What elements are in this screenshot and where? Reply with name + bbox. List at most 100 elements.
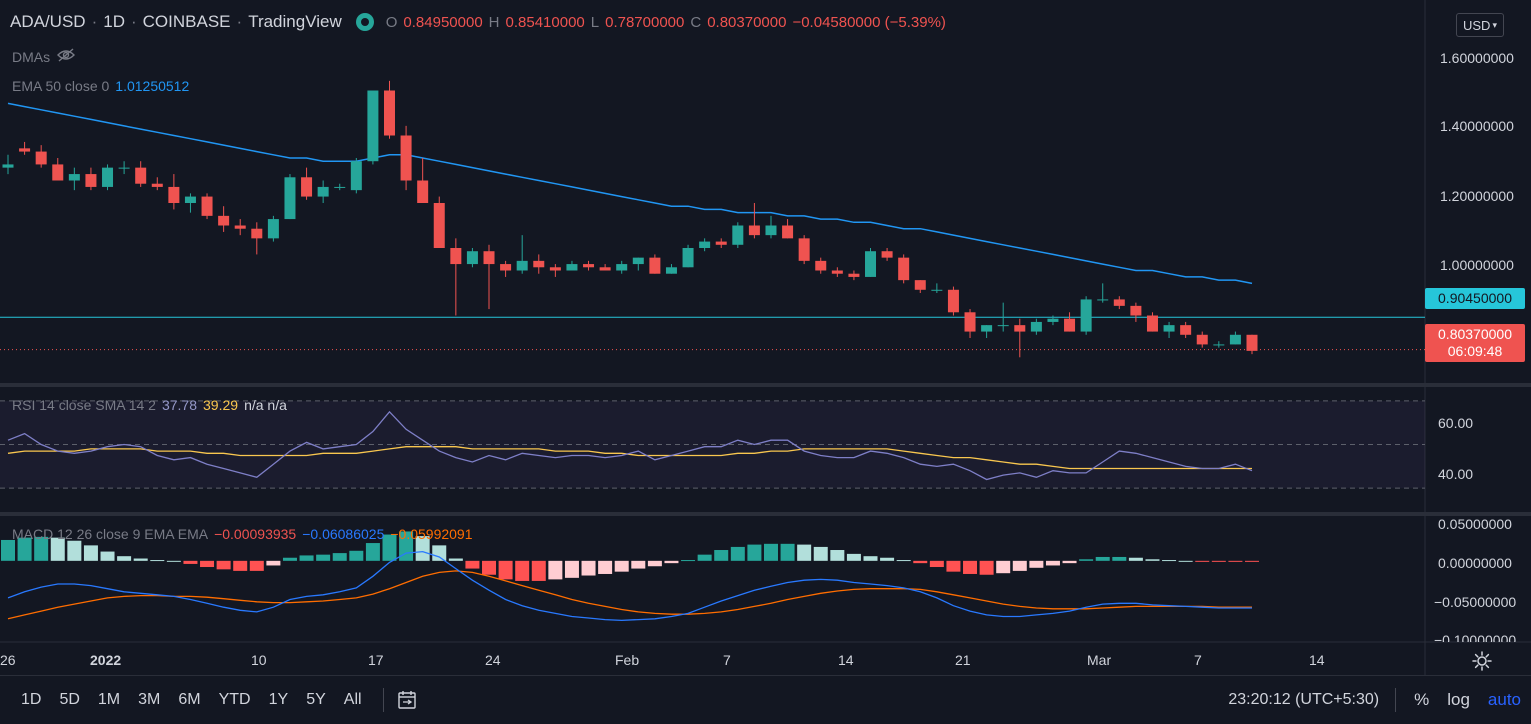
- candle-body: [102, 167, 114, 187]
- candle-body: [85, 174, 97, 187]
- log-scale-toggle[interactable]: log: [1447, 690, 1470, 709]
- macd-histogram-bar: [830, 550, 845, 561]
- macd-histogram-bar: [1128, 557, 1143, 561]
- low-value: 0.78700000: [605, 13, 685, 31]
- clock[interactable]: 23:20:12 (UTC+5:30): [1228, 691, 1380, 708]
- market-status-icon[interactable]: [355, 13, 374, 31]
- macd-histogram-bar: [266, 560, 281, 566]
- horizontal-line-price-tag[interactable]: 0.90450000: [1425, 288, 1525, 309]
- macd-signal-value: −0.05992091: [390, 526, 473, 542]
- candle-body: [533, 260, 545, 268]
- candle-body: [947, 289, 959, 313]
- macd-histogram-bar: [1245, 560, 1259, 562]
- macd-histogram-bar: [1112, 556, 1127, 561]
- dmas-legend[interactable]: DMAs: [12, 47, 76, 66]
- candle-body: [1246, 334, 1258, 351]
- currency-selector[interactable]: USD ▾: [1456, 13, 1504, 37]
- candle-body: [450, 248, 462, 265]
- candle-body: [184, 196, 196, 203]
- candle-body: [516, 260, 528, 271]
- candle-body: [848, 273, 860, 277]
- macd-histogram-bar: [581, 560, 596, 576]
- candle-body: [732, 225, 744, 245]
- interval[interactable]: 1D: [103, 12, 125, 31]
- time-axis-label: 7: [723, 652, 731, 668]
- eye-off-icon[interactable]: [56, 47, 76, 66]
- macd-histogram-bar: [399, 531, 414, 561]
- macd-histogram-bar: [1062, 560, 1077, 564]
- macd-legend[interactable]: MACD 12 26 close 9 EMA EMA −0.00093935 −…: [12, 526, 473, 542]
- candle-body: [334, 186, 346, 188]
- timeframe-1y[interactable]: 1Y: [268, 691, 289, 708]
- macd-histogram-bar: [1195, 560, 1210, 562]
- candle-body: [1180, 325, 1192, 335]
- candle-body: [301, 177, 313, 197]
- ema-legend[interactable]: EMA 50 close 0 1.01250512: [12, 78, 189, 94]
- rsi-sma-value: 39.29: [203, 397, 239, 413]
- macd-histogram-bar: [614, 560, 629, 572]
- macd-histogram-bar: [896, 560, 911, 562]
- macd-histogram-bar: [880, 557, 895, 561]
- gear-icon[interactable]: [1471, 650, 1493, 672]
- chart-canvas[interactable]: [0, 0, 1531, 675]
- date-range-icon[interactable]: [396, 689, 418, 711]
- symbol-name[interactable]: ADA/USD: [10, 12, 86, 31]
- candle-body: [218, 215, 230, 226]
- candle-body: [1047, 318, 1059, 322]
- macd-histogram-bar: [979, 560, 994, 575]
- macd-histogram-bar: [1, 539, 15, 561]
- high-label: H: [488, 13, 500, 31]
- macd-axis-label: 0.05000000: [1438, 516, 1512, 532]
- high-value: 0.85410000: [505, 13, 585, 31]
- close-label: C: [690, 13, 702, 31]
- dmas-label[interactable]: DMAs: [12, 48, 51, 65]
- macd-histogram-bar: [697, 554, 712, 561]
- macd-histogram-bar: [382, 534, 397, 561]
- candle-body: [1030, 321, 1042, 332]
- macd-histogram-bar: [598, 560, 613, 574]
- candle-body: [715, 241, 727, 245]
- timeframe-3m[interactable]: 3M: [138, 691, 161, 708]
- macd-histogram-bar: [730, 546, 745, 561]
- macd-histogram-bar: [1045, 560, 1060, 566]
- time-axis-label: 10: [251, 652, 267, 668]
- candle-body: [616, 264, 628, 271]
- timeframe-all[interactable]: All: [343, 691, 362, 708]
- auto-scale-toggle[interactable]: auto: [1487, 690, 1521, 709]
- macd-histogram-bar: [531, 560, 546, 581]
- macd-histogram-bar: [1012, 560, 1027, 571]
- macd-histogram-bar: [1178, 560, 1193, 562]
- candle-body: [1080, 299, 1092, 332]
- timeframe-5y[interactable]: 5Y: [306, 691, 326, 708]
- exchange: COINBASE: [142, 12, 231, 31]
- candle-body: [284, 177, 296, 220]
- timeframe-1d[interactable]: 1D: [21, 691, 42, 708]
- timeframe-ytd[interactable]: YTD: [218, 691, 251, 708]
- candle-body: [52, 164, 64, 181]
- time-axis-label: Feb: [615, 652, 640, 668]
- open-value: 0.84950000: [403, 13, 483, 31]
- rsi-legend[interactable]: RSI 14 close SMA 14 2 37.78 39.29 n/a n/…: [12, 397, 287, 413]
- candle-body: [599, 267, 611, 271]
- candle-body: [865, 251, 877, 277]
- timeframe-6m[interactable]: 6M: [178, 691, 201, 708]
- macd-histogram-bar: [564, 560, 579, 578]
- macd-histogram-bar: [863, 556, 878, 561]
- macd-histogram-bar: [465, 560, 480, 569]
- pane-separator-rsi[interactable]: [0, 383, 1531, 387]
- macd-histogram-bar: [913, 560, 928, 564]
- macd-histogram-bar: [780, 543, 795, 561]
- macd-axis-label: −0.10000000: [1434, 632, 1517, 642]
- timeframe-1m[interactable]: 1M: [97, 691, 121, 708]
- timeframe-5d[interactable]: 5D: [59, 691, 80, 708]
- percent-scale-toggle[interactable]: %: [1414, 690, 1430, 709]
- candle-body: [267, 219, 279, 239]
- low-label: L: [590, 13, 600, 31]
- macd-histogram-bar: [448, 558, 463, 561]
- macd-histogram-bar: [714, 550, 729, 561]
- macd-histogram-bar: [681, 560, 696, 562]
- macd-signal-line: [7, 570, 1252, 620]
- macd-histogram-bar: [846, 553, 861, 561]
- pane-separator-macd[interactable]: [0, 512, 1531, 516]
